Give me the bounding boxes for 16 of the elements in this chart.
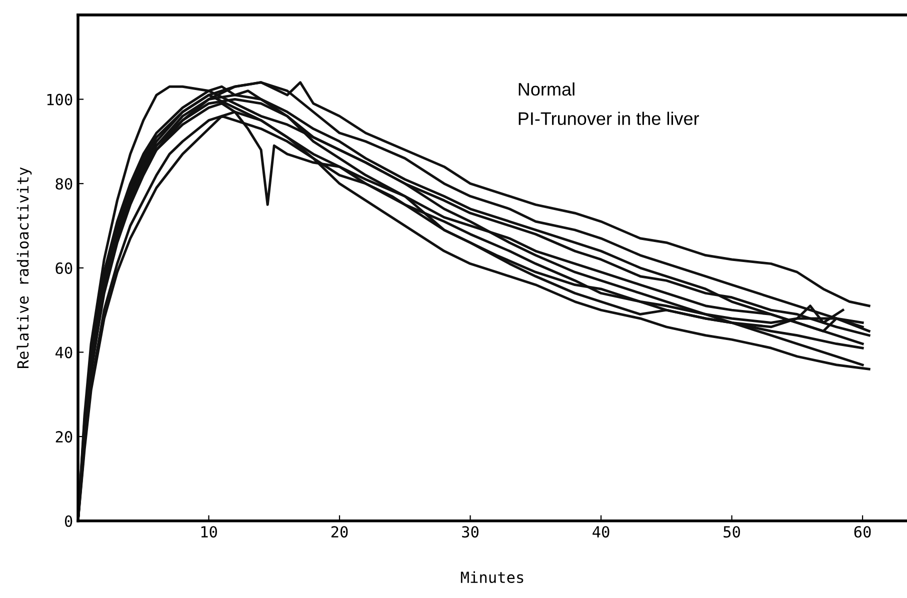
x-tick-label: 60 — [854, 526, 871, 538]
annotation: PI-Trunover in the liver — [518, 112, 700, 126]
x-tick-label: 50 — [724, 526, 740, 538]
x-tick-label: 30 — [462, 526, 478, 538]
x-axis-title: Minutes — [460, 571, 524, 584]
x-tick-label: 10 — [201, 526, 217, 538]
y-axis-title: Relative radioactivity — [16, 167, 32, 368]
y-tick-label: 20 — [56, 431, 72, 443]
y-tick-label: 40 — [56, 346, 72, 358]
x-tick-label: 20 — [331, 526, 348, 538]
y-tick-label: 80 — [56, 178, 72, 190]
x-tick-label: 40 — [592, 526, 610, 538]
y-tick-label: 60 — [56, 262, 72, 274]
y-tick-label: 0 — [64, 515, 72, 527]
annotation: Normal — [518, 82, 574, 96]
y-tick-label: 100 — [47, 94, 72, 106]
